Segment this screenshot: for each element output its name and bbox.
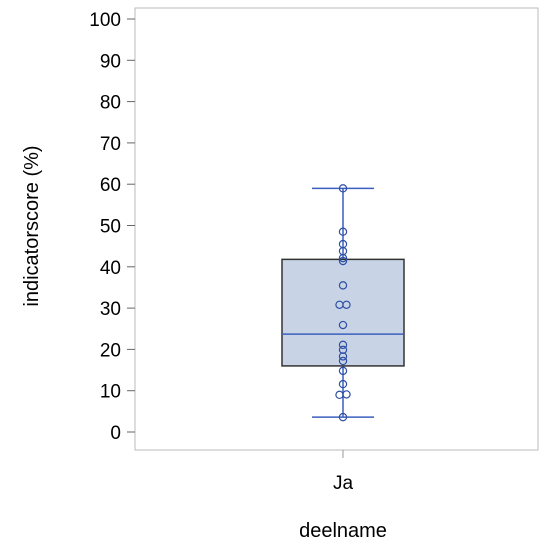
y-tick-label: 90 xyxy=(100,51,121,72)
data-point xyxy=(338,366,348,376)
data-point xyxy=(338,239,348,249)
y-tick-label: 20 xyxy=(100,340,121,361)
data-point xyxy=(338,412,348,422)
data-point xyxy=(342,300,351,309)
y-tick-label: 100 xyxy=(89,10,121,31)
data-point xyxy=(338,256,348,266)
data-point xyxy=(338,320,348,330)
y-axis-title: indicatorscore (%) xyxy=(21,145,43,306)
data-point xyxy=(342,390,351,399)
data-point xyxy=(338,356,348,366)
data-point xyxy=(338,345,348,355)
y-tick-label: 70 xyxy=(100,134,121,155)
iqr-box xyxy=(281,258,405,367)
y-tick-label: 50 xyxy=(100,217,121,238)
data-point xyxy=(338,281,348,290)
data-point xyxy=(335,390,344,400)
y-tick-label: 30 xyxy=(100,299,121,320)
plot-frame xyxy=(134,7,539,451)
plot-area xyxy=(281,184,405,422)
data-point xyxy=(338,379,348,389)
x-axis-title: deelname xyxy=(299,520,387,541)
y-tick-label: 40 xyxy=(100,258,121,279)
plot-border xyxy=(134,7,539,451)
y-tick-label: 80 xyxy=(100,93,121,114)
data-point xyxy=(338,340,348,350)
x-tick-label: Ja xyxy=(333,473,354,494)
data-point xyxy=(338,184,348,193)
x-axis: Ja xyxy=(333,450,354,494)
y-tick-label: 0 xyxy=(110,423,121,444)
y-axis: 0 10 20 30 40 50 60 70 80 90 100 xyxy=(89,10,135,444)
y-tick-label: 10 xyxy=(100,382,121,403)
y-tick-label: 60 xyxy=(100,175,121,196)
data-point xyxy=(338,227,348,236)
